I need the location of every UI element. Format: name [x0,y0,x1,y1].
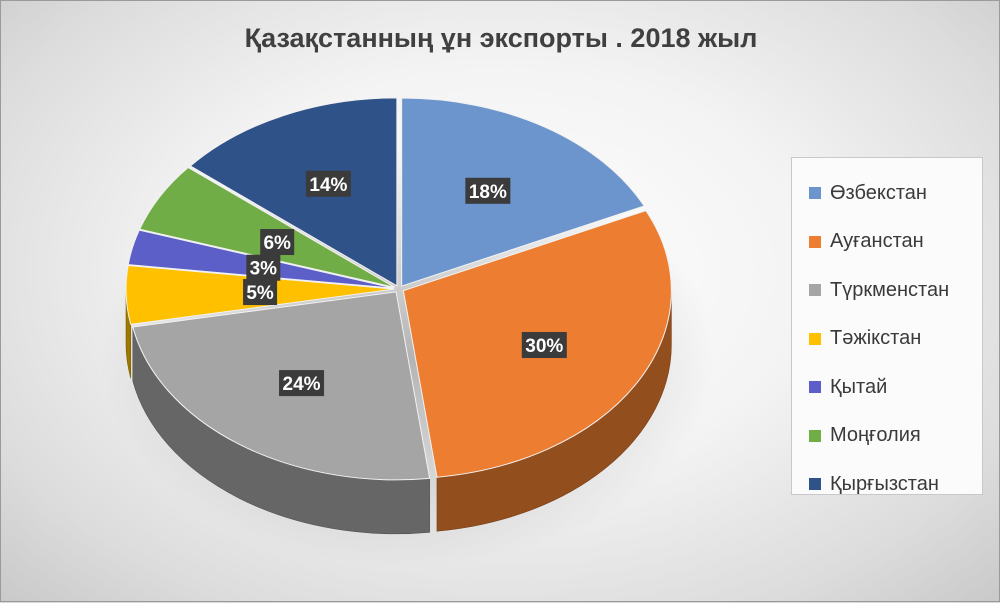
legend-item: Қытай [792,372,887,402]
legend-swatch [809,235,821,248]
legend-swatch [809,187,821,199]
pie-slice-0 [401,97,645,287]
legend-item: Ауғанстан [792,227,924,257]
data-label-1: 30% [521,332,567,359]
legend-swatch [809,332,821,345]
data-label-box [279,370,325,397]
data-label-4: 3% [246,254,281,281]
data-label-text: 3% [250,259,278,280]
data-label-text: 5% [246,283,274,304]
data-label-text: 14% [309,175,347,196]
data-label-2: 24% [279,370,325,397]
legend-label: Ауғанстан [830,230,924,252]
data-label-box [246,254,281,281]
data-label-text: 24% [283,374,321,395]
chart-title: Қазақстанның ұн экспорты . 2018 жыл [244,23,758,53]
data-label-5: 6% [260,229,295,256]
legend: Өзбекстан Ауғанстан Түркменстан Тәжікстан Қы… [791,157,983,495]
legend-item: Қырғызстан [792,469,939,499]
data-label-3: 5% [243,279,278,306]
legend-item: Өзбекстан [792,178,927,208]
legend-label: Өзбекстан [830,181,927,204]
legend-label: Түркменстан [830,278,950,301]
pie-slice-5 [139,166,395,288]
data-label-box [305,170,351,197]
legend-swatch [809,429,821,442]
data-label-text: 30% [525,336,563,357]
data-label-box [521,332,567,359]
legend-label: Моңғолия [830,424,921,446]
legend-item: Түркменстан [792,275,949,305]
legend-item: Моңғолия [792,421,921,451]
data-label-box [260,229,295,256]
legend-label: Қырғызстан [830,472,939,495]
data-label-text: 18% [469,182,507,203]
legend-swatch [809,381,821,393]
data-label-box [465,177,511,204]
legend-swatch [809,284,821,296]
legend-item: Тәжікстан [792,324,921,354]
data-label-text: 6% [263,233,291,254]
pie-slice-6 [189,97,398,287]
data-label-box [243,279,278,306]
data-label-0: 18% [465,177,511,204]
legend-label: Тәжікстан [830,327,922,349]
legend-label: Қытай [830,375,888,398]
legend-swatch [809,478,821,490]
data-label-6: 14% [305,170,351,197]
